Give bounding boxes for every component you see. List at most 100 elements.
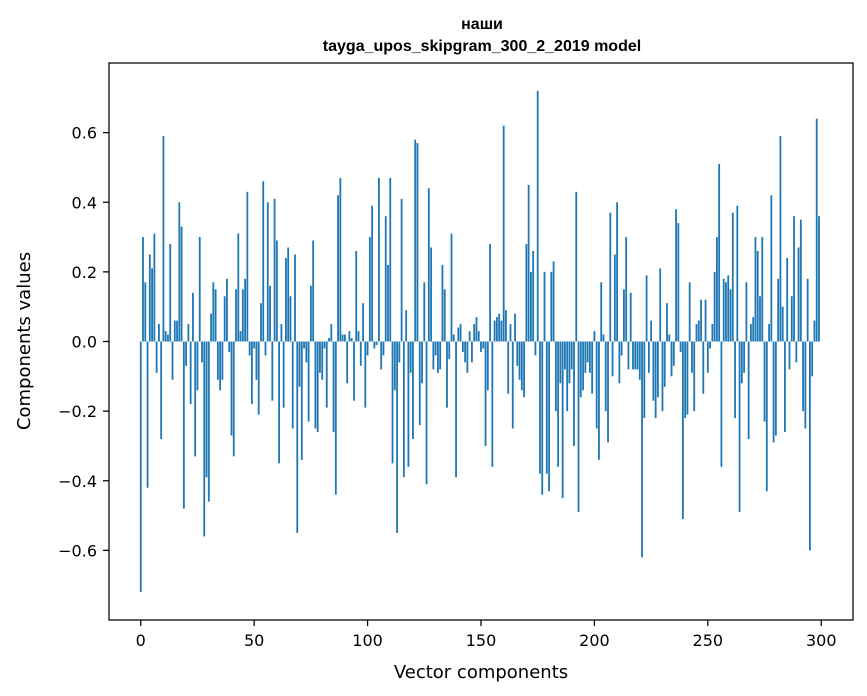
bar-99 xyxy=(364,341,367,408)
bar-141 xyxy=(459,324,462,342)
bar-69 xyxy=(296,341,299,533)
bar-297 xyxy=(813,320,816,342)
bar-248 xyxy=(702,341,705,394)
bar-11 xyxy=(164,331,167,342)
bar-207 xyxy=(609,212,612,342)
bar-105 xyxy=(378,177,380,342)
bar-160 xyxy=(502,125,505,342)
bar-5 xyxy=(151,268,153,342)
bar-216 xyxy=(629,292,632,342)
bar-291 xyxy=(799,219,802,342)
bar-218 xyxy=(634,341,637,370)
bar-276 xyxy=(765,341,768,492)
bar-158 xyxy=(498,313,501,342)
bar-257 xyxy=(722,278,725,342)
bar-64 xyxy=(285,257,287,342)
bar-155 xyxy=(491,341,494,467)
bar-66 xyxy=(289,296,292,342)
bar-59 xyxy=(273,198,276,342)
bar-277 xyxy=(768,324,770,342)
bar-78 xyxy=(316,341,319,433)
bar-68 xyxy=(294,254,296,342)
bar-90 xyxy=(344,334,346,342)
bar-225 xyxy=(650,320,653,342)
bar-50 xyxy=(253,341,256,349)
bar-27 xyxy=(201,341,203,363)
bar-30 xyxy=(207,341,210,502)
bar-278 xyxy=(770,195,773,342)
bar-74 xyxy=(307,341,310,422)
x-tick-label: 50 xyxy=(244,631,264,650)
bar-232 xyxy=(666,303,668,342)
bar-33 xyxy=(214,289,217,342)
bar-199 xyxy=(591,341,594,394)
bar-284 xyxy=(784,341,786,433)
bar-175 xyxy=(536,90,539,342)
bar-19 xyxy=(182,341,185,509)
bar-38 xyxy=(226,278,228,342)
bar-100 xyxy=(366,341,369,356)
bar-177 xyxy=(541,341,544,495)
bar-14 xyxy=(171,341,174,380)
bar-217 xyxy=(632,341,634,370)
bar-120 xyxy=(412,341,414,439)
bar-179 xyxy=(545,341,548,474)
bar-79 xyxy=(319,341,321,373)
bar-221 xyxy=(641,341,643,558)
bar-28 xyxy=(203,341,206,537)
bar-116 xyxy=(402,341,405,478)
bar-128 xyxy=(430,247,432,342)
bar-52 xyxy=(257,341,260,415)
bar-164 xyxy=(511,341,514,429)
bar-110 xyxy=(389,177,392,342)
bar-239 xyxy=(681,341,684,520)
y-tick-label: −0.2 xyxy=(58,402,97,421)
bar-137 xyxy=(450,233,453,342)
bar-104 xyxy=(375,341,378,345)
bar-157 xyxy=(495,317,498,342)
chart-title-line1: наши xyxy=(461,16,503,33)
bar-133 xyxy=(441,264,444,342)
bar-253 xyxy=(713,271,716,342)
bar-154 xyxy=(489,244,491,342)
bar-250 xyxy=(706,341,709,373)
bar-94 xyxy=(353,341,355,401)
bar-24 xyxy=(194,341,197,457)
bar-279 xyxy=(772,341,775,443)
bar-288 xyxy=(793,216,795,342)
bar-261 xyxy=(731,212,734,342)
bar-224 xyxy=(647,341,650,373)
bar-211 xyxy=(618,341,621,384)
bar-240 xyxy=(684,341,687,419)
bar-39 xyxy=(228,341,231,352)
bar-228 xyxy=(657,341,659,398)
bar-246 xyxy=(697,320,700,342)
bar-147 xyxy=(473,324,476,342)
bar-63 xyxy=(282,341,285,408)
bar-183 xyxy=(554,341,557,412)
bar-163 xyxy=(509,324,512,342)
bar-178 xyxy=(543,271,546,342)
x-tick-label: 0 xyxy=(136,631,146,650)
bar-174 xyxy=(534,341,537,356)
bar-93 xyxy=(350,338,353,342)
bar-53 xyxy=(260,303,262,342)
bar-162 xyxy=(507,341,510,394)
bar-209 xyxy=(613,254,616,342)
bar-149 xyxy=(477,331,480,342)
bar-198 xyxy=(588,341,591,373)
bar-196 xyxy=(584,341,587,373)
bar-60 xyxy=(275,240,278,342)
bar-4 xyxy=(148,254,151,342)
bar-269 xyxy=(750,324,752,342)
bar-194 xyxy=(579,341,582,398)
bar-146 xyxy=(471,341,473,363)
bar-251 xyxy=(709,341,711,349)
bar-181 xyxy=(550,271,553,342)
bar-1 xyxy=(142,237,144,342)
bar-188 xyxy=(566,341,569,412)
bar-299 xyxy=(818,216,820,342)
bar-266 xyxy=(743,341,746,373)
bar-161 xyxy=(505,310,507,342)
